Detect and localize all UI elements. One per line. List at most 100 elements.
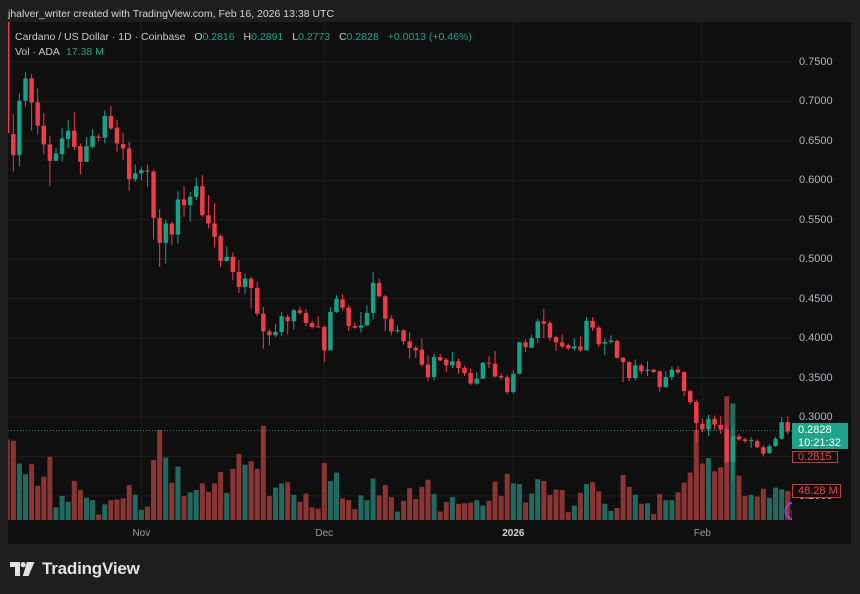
volume-bar xyxy=(541,480,547,520)
candle xyxy=(681,371,687,397)
volume-bar xyxy=(254,468,260,520)
candle xyxy=(608,335,614,344)
candle-body xyxy=(559,342,565,347)
chart-panel[interactable] xyxy=(8,22,851,544)
candle-body xyxy=(761,447,766,454)
candle xyxy=(700,418,705,433)
candle xyxy=(779,417,784,440)
candle-body xyxy=(486,362,492,364)
volume-bar xyxy=(16,463,22,520)
candle xyxy=(41,113,46,155)
candle xyxy=(755,439,760,449)
volume-bar xyxy=(492,481,498,520)
volume-bar xyxy=(126,485,132,520)
candle-body xyxy=(108,116,114,129)
volume-bar xyxy=(59,495,65,520)
low-label: L xyxy=(292,31,299,43)
candle-body xyxy=(230,256,236,272)
candle-body xyxy=(456,361,461,369)
candle-body xyxy=(498,375,504,378)
last-price-value: 0.2828 xyxy=(798,424,832,436)
candle-body xyxy=(151,171,156,218)
time-axis[interactable] xyxy=(8,520,792,544)
volume-bar xyxy=(608,510,614,520)
candle-body xyxy=(553,337,559,343)
candle xyxy=(767,443,772,455)
candle-body xyxy=(718,424,723,430)
candle xyxy=(614,339,620,359)
candle xyxy=(761,445,766,457)
volume-bar xyxy=(553,489,559,520)
legend-symbol[interactable]: Cardano / US Dollar · 1D · Coinbase xyxy=(15,31,186,43)
volume-bar xyxy=(285,482,291,520)
candle xyxy=(456,358,461,374)
candle-body xyxy=(279,316,284,332)
candle xyxy=(181,186,187,217)
candle-body xyxy=(767,446,772,454)
candle-body xyxy=(389,318,394,332)
candle-body xyxy=(200,186,205,216)
candle-body xyxy=(425,364,431,378)
volume-bar xyxy=(669,500,675,520)
candle-body xyxy=(462,368,467,374)
candle-body xyxy=(566,345,571,349)
candle-body xyxy=(120,144,126,149)
candlestick-chart[interactable] xyxy=(8,22,851,544)
candle xyxy=(90,129,95,149)
volume-bar xyxy=(791,509,792,520)
volume-bar xyxy=(425,479,431,520)
candle-body xyxy=(78,146,83,162)
volume-bar xyxy=(705,458,711,520)
candle-body xyxy=(303,312,309,323)
candle xyxy=(639,363,644,375)
candle-body xyxy=(578,346,583,351)
candle-body xyxy=(84,146,89,162)
candle-body xyxy=(364,312,370,326)
volume-bar xyxy=(663,500,669,520)
candle xyxy=(206,195,211,229)
candle xyxy=(224,246,229,262)
volume-bar xyxy=(248,461,254,520)
candle xyxy=(334,295,339,313)
candle-body xyxy=(645,369,650,371)
candle xyxy=(748,437,754,448)
volume-label[interactable]: Vol · ADA xyxy=(15,46,60,58)
volume-value: 17.38 M xyxy=(65,46,104,58)
tradingview-mark-icon xyxy=(10,562,35,576)
candle xyxy=(736,434,742,441)
volume-bar xyxy=(212,483,218,520)
volume-bar xyxy=(10,440,16,520)
tradingview-logo[interactable]: TradingView xyxy=(10,558,140,580)
candle-body xyxy=(694,402,699,424)
candle xyxy=(773,436,778,447)
candle xyxy=(657,370,662,393)
candle xyxy=(23,72,28,107)
candle xyxy=(578,336,583,352)
volume-bar xyxy=(340,498,346,520)
volume-bar xyxy=(712,471,718,520)
volume-bar xyxy=(193,489,199,520)
candle xyxy=(218,233,223,268)
candle xyxy=(547,320,553,341)
candle-body xyxy=(139,170,144,174)
candle xyxy=(541,308,547,339)
legend-main: Cardano / US Dollar · 1D · Coinbase O0.2… xyxy=(15,30,472,44)
candle-body xyxy=(706,418,711,430)
candle xyxy=(419,338,425,368)
candle xyxy=(108,106,114,130)
volume-bar xyxy=(401,500,407,520)
candle xyxy=(395,325,400,334)
candle-body xyxy=(620,357,626,363)
volume-bar xyxy=(187,492,193,520)
candle-body xyxy=(584,320,589,351)
event-marker-icon[interactable] xyxy=(784,501,803,520)
candle-body xyxy=(376,282,382,297)
volume-bar xyxy=(571,505,577,520)
volume-bar xyxy=(455,503,461,520)
candles xyxy=(8,22,792,481)
volume-bar xyxy=(205,491,211,520)
volume-bar xyxy=(291,494,297,520)
close-label: C xyxy=(339,31,347,43)
close-value: 0.2828 xyxy=(346,31,379,43)
volume-bar xyxy=(779,489,785,520)
